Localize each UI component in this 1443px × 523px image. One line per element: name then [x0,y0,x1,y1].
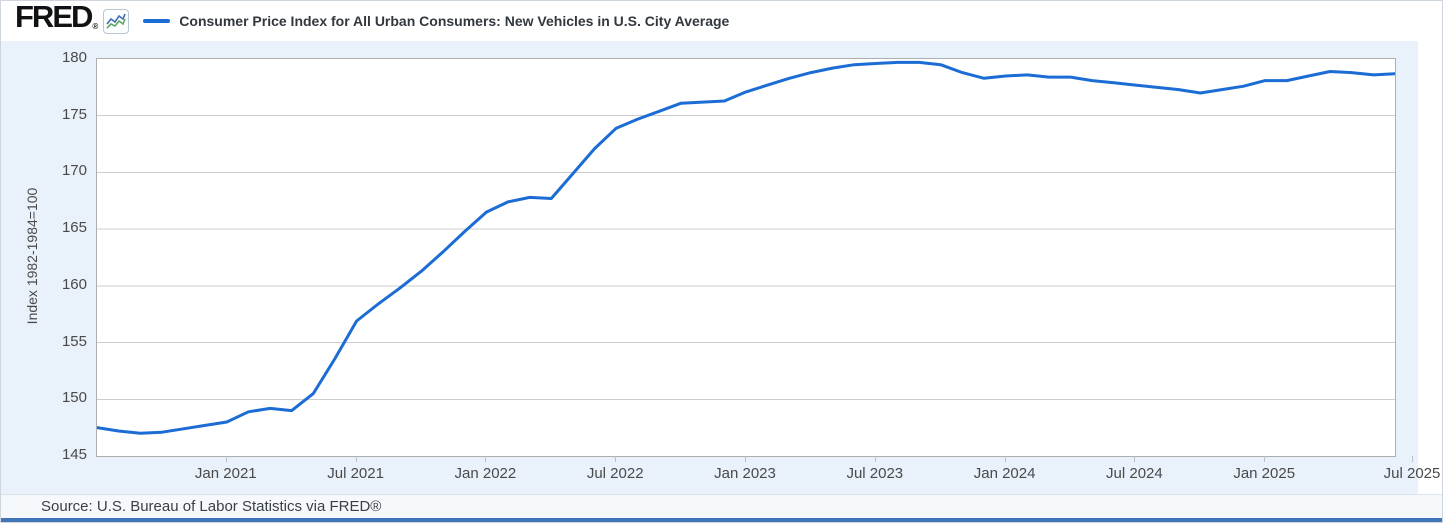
x-axis-tick-label: Jan 2024 [973,465,1036,482]
x-axis-tick-mark [874,456,876,462]
x-axis-tick-label: Jul 2023 [846,465,904,482]
x-axis-tick-label: Jan 2023 [714,465,776,482]
fred-sparkline-icon [103,8,130,34]
data-series-line[interactable] [97,60,1395,435]
y-axis-tick-label: 145 [61,446,87,463]
fred-logo-text: FRED [15,0,93,34]
x-axis-tick-label: Jul 2022 [586,465,644,482]
y-axis-tick-label: 160 [61,275,87,293]
y-axis-title: Index 1982-1984=100 [24,187,40,325]
x-axis-tick-mark [1004,456,1006,462]
x-axis-tick-mark [615,456,617,462]
x-axis-tick-mark [1134,456,1136,462]
series-legend-label[interactable]: Consumer Price Index for All Urban Consu… [179,13,730,29]
y-axis-tick-label: 180 [61,49,87,66]
plot-area[interactable] [96,58,1396,457]
legend-line-swatch [143,19,171,23]
y-axis-tick-label: 155 [61,332,87,350]
bottom-accent-bar [1,518,1442,522]
x-axis-tick-mark [225,456,227,462]
x-axis-tick-label: Jul 2024 [1106,465,1163,482]
y-axis-tick-label: 170 [61,162,87,180]
source-attribution: Source: U.S. Bureau of Labor Statistics … [41,498,382,515]
right-margin-strip [1418,41,1442,496]
registered-mark: ® [92,22,99,31]
fred-logo[interactable]: FRED® [15,0,99,45]
x-axis-tick-label: Jan 2025 [1233,465,1296,482]
x-axis-tick-mark [1264,456,1266,462]
x-axis-tick-label: Jan 2021 [194,465,257,482]
x-axis-tick-label: Jul 2025 [1383,465,1441,482]
x-axis-tick-label: Jan 2022 [454,465,517,482]
x-axis-tick-mark [1412,456,1413,462]
y-axis-tick-label: 165 [61,219,87,237]
x-axis-tick-label: Jul 2021 [327,465,384,482]
x-axis-tick-mark [485,456,487,462]
x-axis-tick-mark [745,456,746,462]
footer-bar: Source: U.S. Bureau of Labor Statistics … [1,494,1442,518]
legend-bar: FRED® Consumer Price Index for All Urban… [1,1,1442,41]
x-axis-tick-mark [355,456,357,462]
y-axis-tick-label: 175 [61,105,87,123]
y-axis-tick-label: 150 [61,389,87,407]
cpi-line-chart[interactable] [97,59,1395,456]
